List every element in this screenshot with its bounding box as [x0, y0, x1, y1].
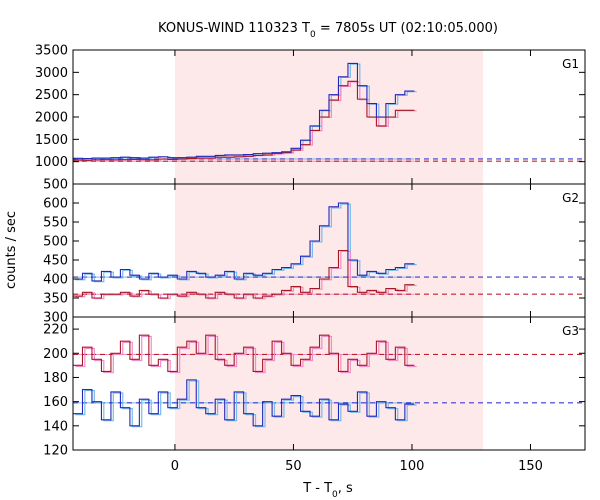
y-tick-label: 160 — [43, 395, 68, 410]
y-tick-label: 3500 — [35, 44, 68, 59]
series-a-steps — [73, 379, 415, 427]
y-tick-label: 350 — [43, 292, 68, 307]
y-tick-label: 220 — [43, 323, 68, 338]
y-tick-label: 550 — [43, 216, 68, 231]
y-tick-label: 140 — [43, 419, 68, 434]
y-axis-title: counts / sec — [4, 211, 19, 289]
series-a-steps — [73, 62, 415, 160]
panel-label: G2 — [562, 191, 579, 205]
panel-frame-g3 — [72, 316, 586, 451]
frames-layer: 350030002500200015001000500G160055050045… — [35, 44, 586, 474]
y-tick-label: 200 — [43, 347, 68, 362]
y-tick-label: 300 — [43, 311, 68, 326]
y-tick-label: 180 — [43, 371, 68, 386]
y-tick-label: 3000 — [35, 66, 68, 81]
panels-layer — [73, 62, 585, 428]
y-tick-label: 2000 — [35, 111, 68, 126]
x-axis-title: T - T0, s — [302, 481, 353, 500]
panel-label: G1 — [562, 57, 579, 71]
panel-g2 — [73, 202, 585, 300]
series-a-fit-steps — [75, 380, 417, 428]
series-b-fit-steps — [75, 250, 417, 300]
x-tick-label: 150 — [518, 459, 543, 474]
series-a-steps — [73, 202, 415, 282]
y-tick-label: 500 — [43, 235, 68, 250]
y-tick-label: 2500 — [35, 88, 68, 103]
panel-g1 — [73, 62, 585, 162]
y-tick-label: 500 — [43, 178, 68, 193]
y-tick-label: 600 — [43, 197, 68, 212]
y-tick-label: 1500 — [35, 133, 68, 148]
x-tick-label: 0 — [171, 459, 179, 474]
labels-layer: KONUS-WIND 110323 T0 = 7805s UT (02:10:0… — [4, 21, 498, 500]
y-tick-label: 400 — [43, 273, 68, 288]
chart-title: KONUS-WIND 110323 T0 = 7805s UT (02:10:0… — [158, 21, 498, 40]
y-tick-label: 1000 — [35, 155, 68, 170]
panel-label: G3 — [562, 324, 579, 338]
y-tick-label: 450 — [43, 254, 68, 269]
x-tick-label: 100 — [400, 459, 425, 474]
series-b-steps — [73, 249, 415, 299]
series-b-steps — [73, 334, 415, 372]
series-b-fit-steps — [75, 335, 417, 374]
x-tick-label: 50 — [285, 459, 302, 474]
series-b-steps — [73, 80, 415, 161]
y-tick-label: 120 — [43, 444, 68, 459]
panel-g3 — [73, 334, 585, 428]
